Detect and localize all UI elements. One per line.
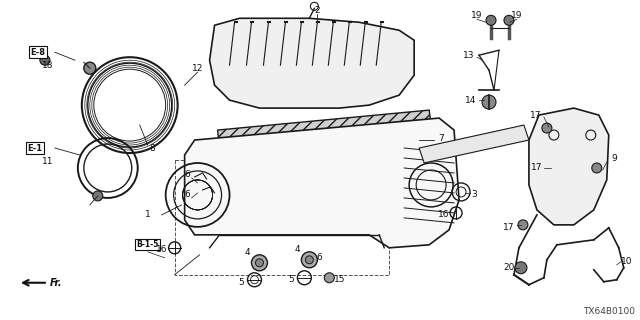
Text: 4: 4	[244, 248, 250, 257]
Circle shape	[40, 55, 50, 65]
Text: 12: 12	[192, 64, 204, 73]
Text: 5: 5	[239, 278, 244, 287]
Text: 6: 6	[185, 171, 191, 180]
Circle shape	[486, 15, 496, 25]
Polygon shape	[209, 18, 414, 108]
Text: 5: 5	[289, 275, 294, 284]
Circle shape	[542, 123, 552, 133]
Text: E-8: E-8	[31, 48, 45, 57]
Text: 2: 2	[314, 6, 320, 15]
Text: 13: 13	[463, 51, 475, 60]
Circle shape	[305, 256, 314, 264]
Circle shape	[504, 15, 514, 25]
Text: 18: 18	[42, 61, 54, 70]
Circle shape	[252, 255, 268, 271]
Text: 16: 16	[156, 245, 168, 254]
Text: 15: 15	[333, 275, 345, 284]
Circle shape	[255, 259, 264, 267]
Text: 20: 20	[503, 263, 515, 272]
Text: 9: 9	[611, 154, 616, 163]
Circle shape	[84, 62, 96, 74]
Text: 6: 6	[316, 253, 322, 262]
Circle shape	[482, 95, 496, 109]
Polygon shape	[419, 125, 529, 163]
Circle shape	[93, 191, 103, 201]
Text: 1: 1	[145, 210, 150, 220]
Text: E-1: E-1	[28, 144, 42, 153]
Circle shape	[301, 252, 317, 268]
Text: 14: 14	[465, 96, 477, 105]
Text: 4: 4	[294, 245, 300, 254]
Text: 10: 10	[621, 257, 632, 266]
Circle shape	[592, 163, 602, 173]
Text: 3: 3	[471, 190, 477, 199]
Circle shape	[515, 262, 527, 274]
Text: TX64B0100: TX64B0100	[583, 307, 635, 316]
Polygon shape	[218, 110, 434, 165]
Text: 8: 8	[150, 144, 156, 153]
Text: 19: 19	[471, 11, 483, 20]
Circle shape	[324, 273, 334, 283]
Text: 16: 16	[438, 210, 450, 220]
Circle shape	[518, 220, 528, 230]
Text: 7: 7	[438, 133, 444, 142]
Text: 11: 11	[42, 157, 54, 166]
Text: 19: 19	[511, 11, 523, 20]
Polygon shape	[529, 108, 609, 225]
Text: 17: 17	[531, 164, 543, 172]
Text: 17: 17	[503, 223, 515, 232]
Text: Fr.: Fr.	[50, 278, 63, 288]
Text: 17: 17	[530, 111, 541, 120]
Bar	[175, 160, 389, 275]
Text: B-1-5: B-1-5	[136, 240, 159, 249]
Polygon shape	[184, 118, 459, 248]
Text: 6: 6	[185, 190, 191, 199]
